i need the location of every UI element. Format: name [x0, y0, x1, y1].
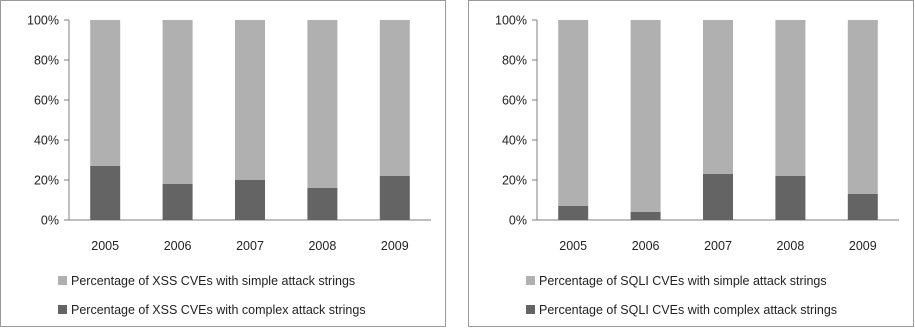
complex-segment-bar [235, 180, 265, 220]
y-tick-label: 40% [502, 134, 527, 148]
x-tick-label: 2009 [381, 239, 409, 253]
legend-swatch [526, 276, 535, 285]
complex-segment-bar [90, 166, 121, 220]
simple-segment-bar [235, 20, 265, 180]
simple-segment-bar [703, 20, 733, 174]
simple-segment-bar [307, 20, 338, 188]
y-tick-label: 40% [34, 134, 59, 148]
x-tick-label: 2006 [632, 239, 660, 253]
x-tick-label: 2009 [849, 239, 877, 253]
sqli-stacked-bar-chart: 0% 20% 40% 60% 80% 100% 2005 2006 2007 2008 2009 Pe… [495, 14, 899, 317]
y-tick-label: 0% [509, 214, 527, 228]
x-tick-label: 2005 [559, 239, 587, 253]
x-tick-label: 2007 [704, 239, 732, 253]
simple-segment-bar [630, 20, 661, 212]
y-tick-label: 100% [495, 14, 527, 28]
legend-label: Percentage of XSS CVEs with simple attac… [71, 274, 355, 288]
y-tick-label: 60% [34, 94, 59, 108]
simple-segment-bar [558, 20, 589, 206]
legend-swatch [58, 276, 67, 285]
complex-segment-bar [630, 212, 661, 220]
x-tick-label: 2005 [91, 239, 119, 253]
complex-segment-bar [775, 176, 806, 220]
y-tick-label: 80% [502, 54, 527, 68]
y-tick-label: 20% [502, 174, 527, 188]
simple-segment-bar [379, 20, 410, 176]
complex-segment-bar [703, 174, 733, 220]
complex-segment-bar [558, 206, 589, 220]
legend-label: Percentage of XSS CVEs with complex atta… [71, 303, 366, 317]
x-tick-label: 2006 [164, 239, 192, 253]
y-tick-label: 0% [41, 214, 59, 228]
complex-segment-bar [847, 194, 878, 220]
simple-segment-bar [775, 20, 806, 176]
x-tick-label: 2007 [236, 239, 264, 253]
simple-segment-bar [90, 20, 121, 166]
complex-segment-bar [162, 184, 193, 220]
y-tick-label: 100% [27, 14, 59, 28]
xss-chart-panel: 0% 20% 40% 60% 80% 100% 2005 2006 2007 2008 2009 Pe… [0, 0, 446, 327]
x-tick-label: 2008 [308, 239, 336, 253]
legend-label: Percentage of SQLI CVEs with simple atta… [539, 274, 827, 288]
legend-label: Percentage of SQLI CVEs with complex att… [539, 303, 837, 317]
sqli-chart-panel: 0% 20% 40% 60% 80% 100% 2005 2006 2007 2008 2009 Pe… [468, 0, 914, 327]
complex-segment-bar [379, 176, 410, 220]
x-tick-label: 2008 [776, 239, 804, 253]
simple-segment-bar [847, 20, 878, 194]
xss-stacked-bar-chart: 0% 20% 40% 60% 80% 100% 2005 2006 2007 2008 2009 Pe… [27, 14, 431, 317]
y-tick-label: 60% [502, 94, 527, 108]
y-tick-label: 80% [34, 54, 59, 68]
complex-segment-bar [307, 188, 338, 220]
simple-segment-bar [162, 20, 193, 184]
legend-swatch [58, 305, 67, 314]
y-tick-label: 20% [34, 174, 59, 188]
legend-swatch [526, 305, 535, 314]
